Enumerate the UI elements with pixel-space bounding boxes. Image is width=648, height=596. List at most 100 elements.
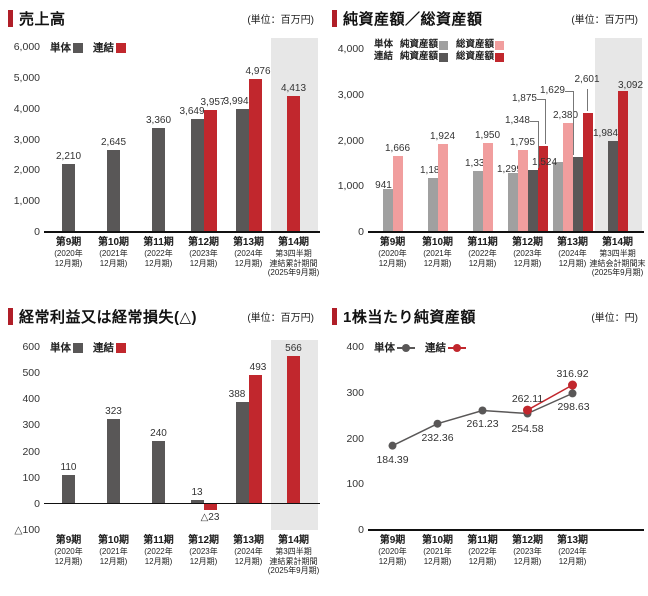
- bar-value-label: 2,380: [552, 110, 579, 122]
- bar-単体 総資産額-第10期: [437, 143, 448, 232]
- y-tick-label: 1,000: [13, 195, 40, 208]
- x-tick-sub: (2024年: [234, 249, 263, 258]
- x-tick-label: 第13期 (2024年 12月期): [219, 535, 279, 566]
- legend: 単体 連結: [50, 40, 136, 55]
- x-tick-sub: (2024年: [558, 547, 587, 556]
- bar-単体-第13期: [235, 402, 249, 504]
- x-tick-label: 第13期 (2024年 12月期): [543, 535, 603, 566]
- legend-item-label: 連結: [425, 342, 446, 354]
- y-tick-label: 2,000: [13, 164, 40, 177]
- x-tick-label: 第11期 (2022年 12月期): [453, 535, 513, 566]
- x-tick-sub: 12月期): [468, 258, 497, 268]
- bar-value-label: 3,649: [179, 106, 205, 118]
- bar-単体-第9期: [62, 163, 75, 232]
- x-tick-label: 第12期 (2023年 12月期): [498, 237, 558, 268]
- bar-value-label: 323: [105, 406, 122, 418]
- bar-単体 総資産額-第11期: [482, 142, 493, 232]
- x-tick-label: 第9期 (2020年 12月期): [39, 237, 99, 268]
- unit-label: (単位：百万円): [247, 14, 314, 26]
- bar-単体 純資産額-第9期: [382, 188, 393, 232]
- x-tick-period: 第11期: [143, 237, 174, 248]
- data-point-連結: [523, 405, 532, 415]
- net-assets-chart-panel: 純資産額／総資産額 (単位：百万円) 4,000 3,000 2,000 1,000 0…: [324, 0, 648, 298]
- legend-item-label: 総資産額: [456, 39, 495, 50]
- x-tick-label: 第11期 (2022年 12月期): [129, 237, 189, 268]
- data-point-連結: [568, 380, 577, 390]
- data-point-単体: [568, 389, 577, 398]
- x-tick-sub: 12月期): [99, 556, 128, 566]
- x-tick-sub: (2020年: [54, 249, 83, 258]
- point-value-label: 232.36: [421, 431, 454, 444]
- legend-row: 単体 純資産額 総資産額: [374, 39, 512, 51]
- y-tick-label: 200: [22, 445, 40, 458]
- y-tick-label: 5,000: [13, 71, 40, 84]
- x-tick-sub: 12月期): [234, 556, 263, 566]
- x-tick-sub: (2025年9月期): [267, 566, 320, 575]
- bar-単体 純資産額-第12期: [507, 172, 518, 232]
- callout-label: 1,875: [511, 93, 537, 104]
- x-tick-sub: 連結累計期間: [269, 258, 318, 268]
- x-tick-label: 第13期 (2024年 12月期): [543, 237, 603, 268]
- x-axis-line: [44, 502, 320, 505]
- callout-label: 2,601: [574, 74, 600, 85]
- y-tick-label: 300: [346, 386, 364, 399]
- x-tick-period: 第11期: [467, 237, 498, 248]
- x-tick-sub: 12月期): [378, 258, 407, 268]
- bar-value-label: 240: [150, 428, 167, 440]
- ordinary-income-chart-panel: 経常利益又は経常損失(△) (単位：百万円) 600 500 400 300 200 10…: [0, 298, 324, 596]
- title-accent-bar: [8, 307, 13, 325]
- callout-leader-line: [587, 89, 588, 111]
- y-tick-label: 2,000: [337, 134, 364, 147]
- x-tick-period: 第11期: [143, 535, 174, 546]
- bar-連結-第13期: [248, 78, 262, 232]
- ordinary-income-chart-header: 経常利益又は経常損失(△) (単位：百万円): [8, 305, 314, 327]
- bar-value-label: 566: [285, 342, 302, 354]
- legend-line-marker: [397, 343, 415, 353]
- legend-swatch: [495, 52, 505, 62]
- x-tick-sub: (2023年: [189, 547, 218, 556]
- x-tick-sub: (2020年: [54, 547, 83, 556]
- x-tick-label: 第11期 (2022年 12月期): [129, 535, 189, 566]
- bar-value-label: 1,524: [531, 157, 558, 169]
- net-assets-per-share-chart-header: 1株当たり純資産額 (単位：円): [332, 305, 638, 327]
- bar-value-label: 13: [191, 487, 203, 499]
- x-tick-sub: 12月期): [54, 258, 83, 268]
- bar-単体-第10期: [107, 419, 120, 504]
- x-tick-sub: 12月期): [234, 258, 263, 268]
- y-tick-label: 600: [22, 341, 40, 353]
- bar-単体 総資産額-第9期: [392, 155, 403, 232]
- bar-value-label: 1,666: [384, 142, 411, 154]
- bar-value-label: 941: [375, 179, 392, 191]
- point-value-label: 298.63: [557, 401, 590, 414]
- x-tick-sub: 12月期): [144, 258, 173, 268]
- sales-chart-panel: 売上高 (単位：百万円) 6,000 5,000 4,000 3,000 2,000 1,…: [0, 0, 324, 298]
- bar-単体 純資産額-第11期: [472, 171, 483, 232]
- x-tick-period: 第13期: [232, 237, 265, 248]
- bar-連結-第12期: [203, 503, 217, 510]
- bar-value-label: 2,645: [100, 137, 127, 149]
- x-tick-sub: 12月期): [54, 556, 83, 566]
- y-tick-label: 0: [358, 524, 364, 536]
- x-tick-sub: 12月期): [558, 258, 587, 268]
- bar-連結 総資産額-第12期: [537, 146, 548, 232]
- bar-value-label: 1,299: [496, 163, 523, 175]
- ordinary-income-chart-body: 600 500 400 300 200 100 0 △100 単体 連結 第9期 (2020年 12月期…: [0, 332, 324, 596]
- x-tick-period: 第12期: [187, 237, 220, 248]
- x-tick-period: 第13期: [232, 535, 265, 546]
- x-tick-label: 第9期 (2020年 12月期): [363, 237, 423, 268]
- x-tick-period: 第9期: [55, 535, 82, 546]
- legend-swatch: [116, 342, 126, 353]
- net-assets-per-share-chart-panel: 1株当たり純資産額 (単位：円) 400 300 200 100 0 単体 連結 第9期 (20…: [324, 298, 648, 596]
- line-chart-svg: [388, 380, 577, 450]
- x-tick-sub: 12月期): [513, 556, 542, 566]
- bar-value-label: △23: [200, 511, 220, 523]
- x-tick-sub: (2024年: [558, 249, 587, 258]
- x-tick-period: 第9期: [379, 237, 406, 248]
- x-tick-sub: 第3四半期: [275, 249, 312, 258]
- x-tick-label: 第14期 第3四半期 連結累計期間 (2025年9月期): [264, 535, 324, 576]
- x-tick-period: 第10期: [97, 237, 130, 248]
- bar-単体 総資産額-第13期: [562, 123, 573, 232]
- point-value-label: 316.92: [556, 368, 589, 380]
- bar-value-label: 3,360: [145, 115, 172, 127]
- x-tick-sub: (2023年: [513, 547, 542, 556]
